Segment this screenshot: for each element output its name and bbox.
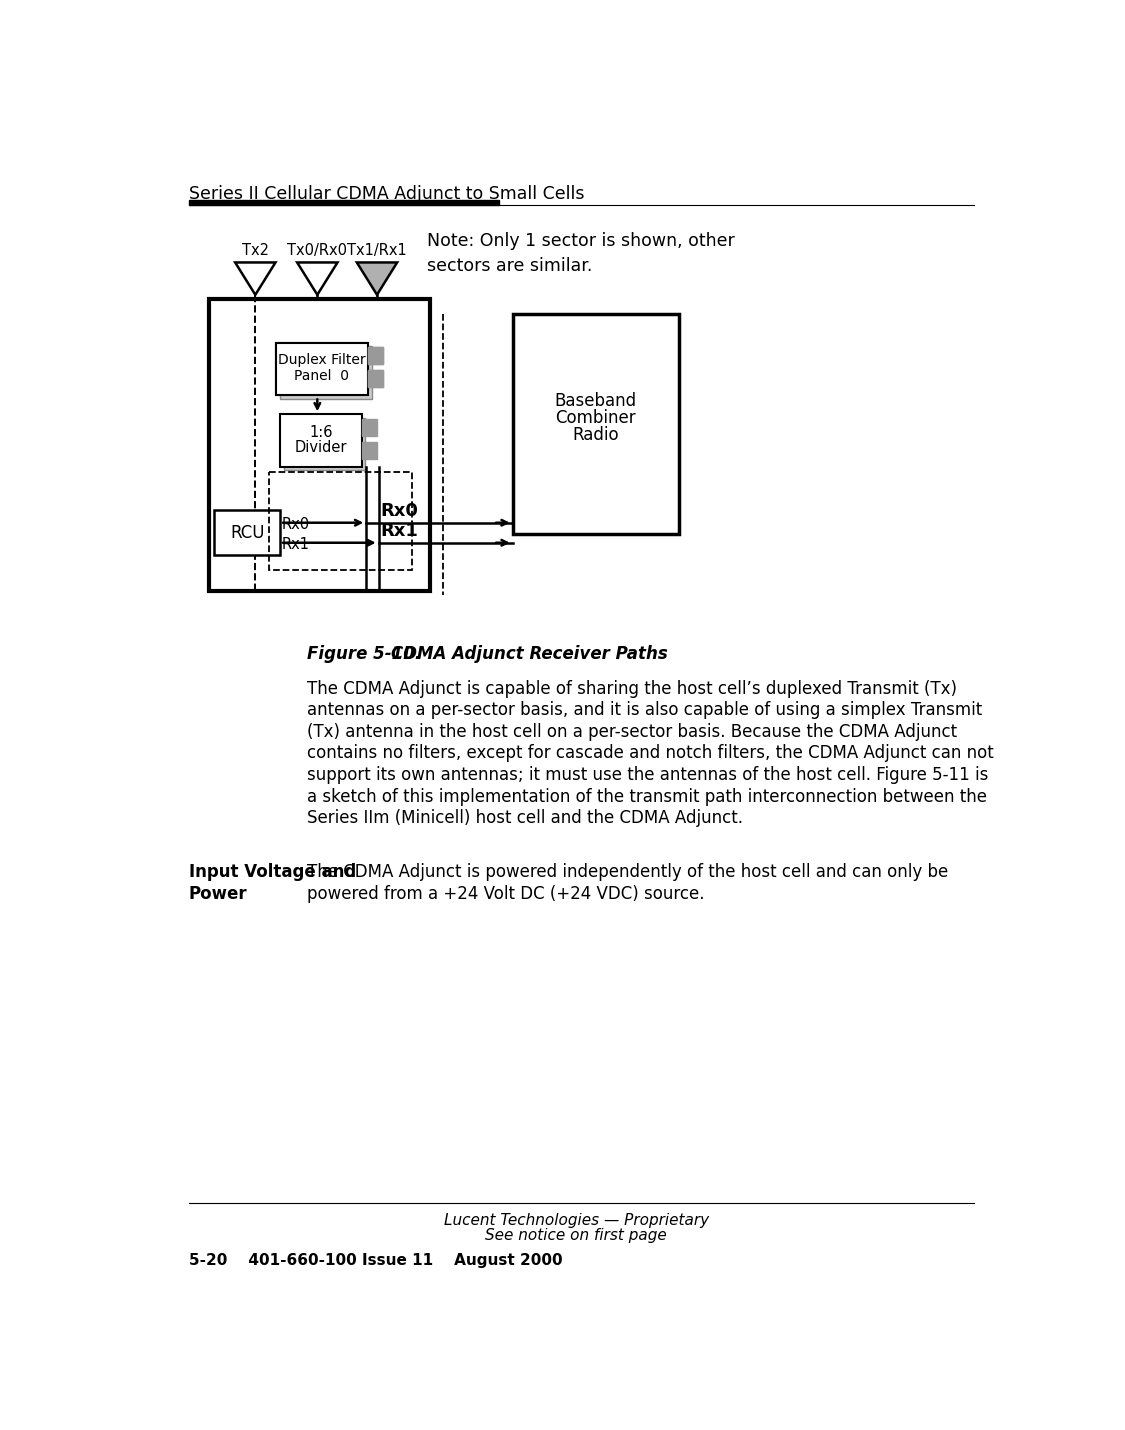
Text: Panel  0: Panel 0 bbox=[295, 369, 350, 383]
Text: Rx1: Rx1 bbox=[281, 536, 309, 552]
Bar bbox=[368, 347, 384, 365]
Bar bbox=[361, 419, 377, 436]
Bar bbox=[513, 315, 680, 533]
Bar bbox=[269, 472, 412, 571]
Text: Combiner: Combiner bbox=[556, 409, 637, 426]
Text: antennas on a per-sector basis, and it is also capable of using a simplex Transm: antennas on a per-sector basis, and it i… bbox=[307, 701, 982, 719]
Text: 5-20    401-660-100 Issue 11    August 2000: 5-20 401-660-100 Issue 11 August 2000 bbox=[189, 1254, 562, 1268]
Bar bbox=[280, 346, 371, 399]
Text: RCU: RCU bbox=[229, 523, 264, 542]
Bar bbox=[368, 370, 384, 388]
Text: powered from a +24 Volt DC (+24 VDC) source.: powered from a +24 Volt DC (+24 VDC) sou… bbox=[307, 885, 704, 902]
Bar bbox=[361, 442, 377, 459]
Text: support its own antennas; it must use the antennas of the host cell. Figure 5-11: support its own antennas; it must use th… bbox=[307, 766, 989, 784]
Polygon shape bbox=[235, 263, 276, 295]
Bar bbox=[277, 343, 368, 395]
Text: Duplex Filter: Duplex Filter bbox=[278, 353, 366, 368]
Text: The CDMA Adjunct is capable of sharing the host cell’s duplexed Transmit (Tx): The CDMA Adjunct is capable of sharing t… bbox=[307, 679, 957, 698]
Bar bbox=[214, 511, 280, 555]
Text: Panel  0: Panel 0 bbox=[295, 369, 350, 383]
Bar bbox=[209, 299, 430, 591]
Text: Divider: Divider bbox=[295, 440, 346, 455]
Text: Series II Cellular CDMA Adjunct to Small Cells: Series II Cellular CDMA Adjunct to Small… bbox=[189, 186, 584, 203]
Bar bbox=[280, 415, 361, 466]
Text: CDMA Adjunct Receiver Paths: CDMA Adjunct Receiver Paths bbox=[368, 645, 667, 664]
Text: Series IIm (Minicell) host cell and the CDMA Adjunct.: Series IIm (Minicell) host cell and the … bbox=[307, 809, 744, 827]
Text: Baseband: Baseband bbox=[555, 392, 637, 409]
Text: Rx0: Rx0 bbox=[281, 516, 309, 532]
Text: Figure 5-10.: Figure 5-10. bbox=[307, 645, 422, 664]
Polygon shape bbox=[357, 263, 397, 295]
Text: contains no filters, except for cascade and notch filters, the CDMA Adjunct can : contains no filters, except for cascade … bbox=[307, 745, 994, 762]
Text: Lucent Technologies — Proprietary: Lucent Technologies — Proprietary bbox=[443, 1213, 709, 1227]
Text: Note: Only 1 sector is shown, other
sectors are similar.: Note: Only 1 sector is shown, other sect… bbox=[428, 232, 735, 275]
Text: Radio: Radio bbox=[573, 426, 619, 443]
Text: The CDMA Adjunct is powered independently of the host cell and can only be: The CDMA Adjunct is powered independentl… bbox=[307, 864, 948, 881]
Text: (Tx) antenna in the host cell on a per-sector basis. Because the CDMA Adjunct: (Tx) antenna in the host cell on a per-s… bbox=[307, 724, 957, 741]
Bar bbox=[189, 200, 498, 206]
Bar bbox=[368, 370, 384, 388]
Polygon shape bbox=[297, 263, 338, 295]
Text: Duplex Filter: Duplex Filter bbox=[278, 353, 366, 368]
Text: Power: Power bbox=[189, 885, 248, 902]
Text: Tx0/Rx0: Tx0/Rx0 bbox=[287, 243, 348, 257]
Text: a sketch of this implementation of the transmit path interconnection between the: a sketch of this implementation of the t… bbox=[307, 788, 988, 805]
Text: See notice on first page: See notice on first page bbox=[485, 1228, 667, 1243]
Bar bbox=[277, 343, 368, 395]
Bar bbox=[284, 418, 366, 470]
Text: Rx1: Rx1 bbox=[381, 522, 418, 539]
Text: Rx0: Rx0 bbox=[381, 502, 418, 519]
Text: Input Voltage and: Input Voltage and bbox=[189, 864, 356, 881]
Text: Tx1/Rx1: Tx1/Rx1 bbox=[348, 243, 407, 257]
Bar bbox=[368, 347, 384, 365]
Text: Tx2: Tx2 bbox=[242, 243, 269, 257]
Text: 1:6: 1:6 bbox=[309, 425, 333, 440]
